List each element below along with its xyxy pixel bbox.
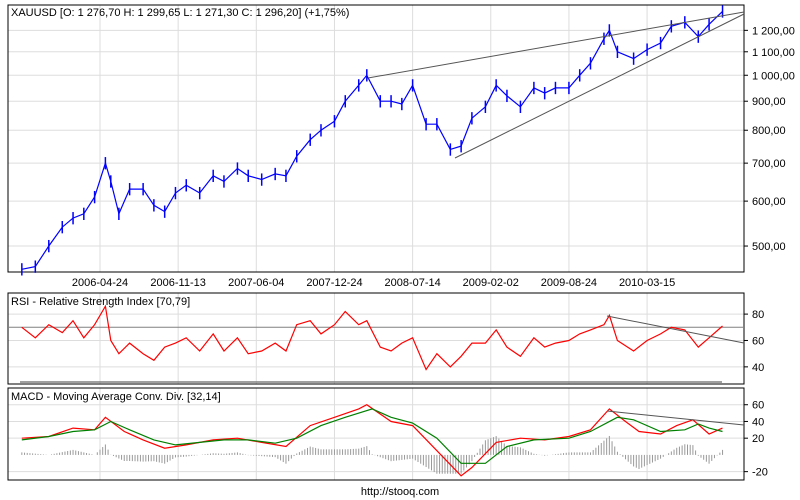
x-tick-label: 2007-12-24 <box>306 277 362 289</box>
macd-signal-line <box>21 408 723 464</box>
y-tick-label: 60 <box>752 335 764 347</box>
trendline-upper <box>367 11 745 79</box>
x-tick-label: 2008-07-14 <box>384 277 440 289</box>
panel-border <box>7 4 745 273</box>
y-tick-label: -20 <box>752 467 768 479</box>
panel-border <box>7 292 745 385</box>
macd-panel: -20 20 40 60 <box>7 387 768 481</box>
x-tick-label: 2006-04-24 <box>72 277 128 289</box>
y-tick-label: 40 <box>752 416 764 428</box>
x-tick-label: 2009-02-02 <box>463 277 519 289</box>
y-tick-label: 1 000,00 <box>752 70 795 82</box>
rsi-panel: 40 60 80 <box>7 292 764 385</box>
price-panel: 2006-04-24 2006-11-13 2007-06-04 2007-12-24… <box>7 4 795 289</box>
y-tick-label: 20 <box>752 433 764 445</box>
x-tick-label: 2006-11-13 <box>150 277 205 289</box>
panel-border <box>7 387 745 481</box>
footer-link[interactable]: http://stooq.com <box>360 486 440 498</box>
macd-panel-title: MACD - Moving Average Conv. Div. [32,14] <box>11 391 221 403</box>
x-tick-label: 2009-08-24 <box>541 277 597 289</box>
y-tick-label: 1 200,00 <box>752 25 795 37</box>
y-tick-label: 500,00 <box>752 241 786 253</box>
x-tick-label: 2007-06-04 <box>228 277 284 289</box>
y-tick-label: 800,00 <box>752 125 786 137</box>
y-tick-label: 1 100,00 <box>752 47 795 59</box>
y-tick-label: 60 <box>752 400 764 412</box>
y-tick-label: 600,00 <box>752 196 786 208</box>
macd-trendline <box>606 410 745 426</box>
trendline-lower <box>454 13 745 159</box>
y-tick-label: 900,00 <box>752 96 786 108</box>
price-panel-title: XAUUSD [O: 1 276,70 H: 1 299,65 L: 1 271… <box>11 7 349 19</box>
y-tick-label: 80 <box>752 309 764 321</box>
y-tick-label: 40 <box>752 362 764 374</box>
macd-macd-line <box>21 404 723 477</box>
x-tick-label: 2010-03-15 <box>619 277 675 289</box>
rsi-panel-title: RSI - Relative Strength Index [70,79] <box>11 296 190 308</box>
rsi-line <box>21 304 723 371</box>
y-tick-label: 700,00 <box>752 158 786 170</box>
rsi-trendline <box>606 315 745 344</box>
